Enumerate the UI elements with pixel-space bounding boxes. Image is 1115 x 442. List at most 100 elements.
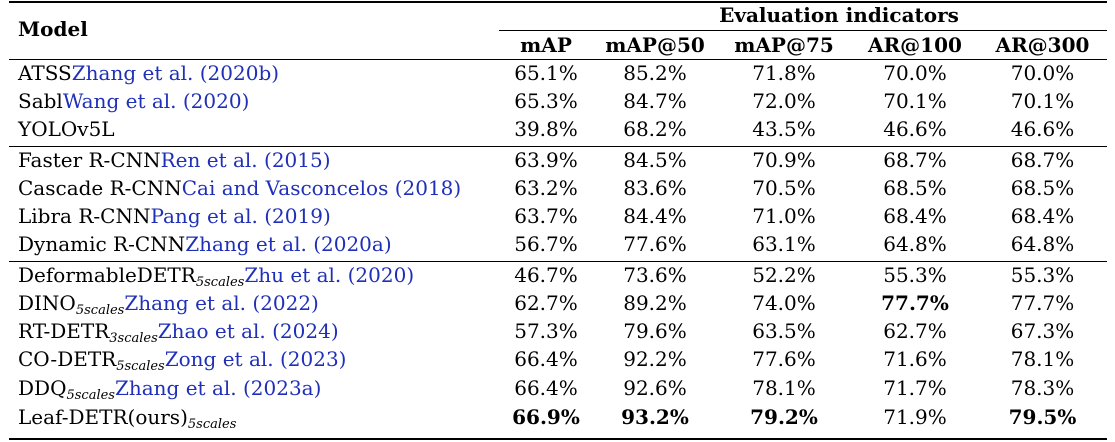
metric-value: 68.5% [883, 176, 947, 200]
metric-value: 52.2% [752, 263, 816, 287]
metric-value: 68.4% [883, 204, 947, 228]
citation-link[interactable]: Zong et al. (2023) [164, 347, 347, 371]
metric-value: 70.5% [752, 176, 816, 200]
metric-value: 68.7% [883, 148, 947, 172]
citation-link[interactable]: Zhao et al. (2024) [157, 319, 339, 343]
model-column-header: Model [18, 17, 88, 41]
model-label: RT-DETR [18, 319, 110, 343]
metric-value: 46.7% [514, 263, 578, 287]
metric-value: 78.1% [752, 376, 816, 400]
scales-subscript: 5scales [75, 303, 125, 318]
metric-value: 63.2% [514, 176, 578, 200]
citation-link[interactable]: Cai and Vasconcelos (2018) [181, 176, 462, 200]
citation-link[interactable]: Ren et al. (2015) [160, 148, 331, 172]
citation-link[interactable]: Zhang et al. (2023a) [114, 376, 322, 400]
model-label: DINO [18, 291, 76, 315]
metric-value: 66.9% [512, 405, 580, 429]
evaluation-indicators-header: Evaluation indicators [719, 3, 959, 27]
metric-value: 77.7% [881, 291, 949, 315]
metric-value: 93.2% [621, 405, 689, 429]
metric-value: 57.3% [514, 319, 578, 343]
metric-value: 56.7% [514, 232, 578, 256]
model-name: ATSSZhang et al. (2020b) [18, 60, 279, 86]
metric-value: 63.1% [752, 232, 816, 256]
metric-value: 70.0% [1010, 61, 1075, 85]
metric-value: 39.8% [514, 117, 578, 141]
citation-link[interactable]: Zhang et al. (2022) [124, 291, 319, 315]
metric-value: 71.8% [752, 61, 816, 85]
metric-value: 74.0% [752, 291, 816, 315]
model-name: Cascade R-CNNCai and Vasconcelos (2018) [18, 175, 461, 201]
model-label: CO-DETR [18, 347, 117, 371]
metric-value: 70.9% [752, 148, 816, 172]
metric-value: 66.4% [514, 376, 578, 400]
metric-value: 77.7% [1010, 291, 1075, 315]
metric-value: 72.0% [752, 89, 816, 113]
metric-value: 63.7% [514, 204, 578, 228]
metric-value: 62.7% [883, 319, 947, 343]
model-name: RT-DETR3scalesZhao et al. (2024) [18, 318, 339, 346]
column-header-map75: mAP@75 [734, 33, 834, 57]
metric-value: 73.6% [623, 263, 687, 287]
scales-subscript: 5scales [195, 275, 245, 290]
bottom-rule [9, 438, 1107, 440]
metric-value: 92.6% [623, 376, 687, 400]
metric-value: 67.3% [1010, 319, 1075, 343]
metric-value: 71.0% [752, 204, 816, 228]
metric-value: 70.1% [1010, 89, 1075, 113]
citation-link[interactable]: Zhu et al. (2020) [244, 263, 415, 287]
metric-value: 79.5% [1008, 405, 1077, 429]
metric-value: 71.7% [883, 376, 947, 400]
metric-value: 43.5% [752, 117, 816, 141]
model-name: CO-DETR5scalesZong et al. (2023) [18, 346, 347, 374]
model-label: Libra R-CNN [18, 204, 151, 228]
model-name: Libra R-CNNPang et al. (2019) [18, 203, 331, 229]
metric-value: 78.1% [1010, 347, 1075, 371]
metric-value: 77.6% [752, 347, 816, 371]
metric-value: 71.6% [883, 347, 947, 371]
model-label: ATSS [18, 61, 72, 85]
metric-value: 79.6% [623, 319, 687, 343]
metric-value: 68.4% [1010, 204, 1075, 228]
metric-value: 77.6% [623, 232, 687, 256]
metric-value: 64.8% [883, 232, 947, 256]
citation-link[interactable]: Pang et al. (2019) [150, 204, 331, 228]
scales-subscript: 5scales [187, 417, 237, 432]
metric-value: 65.1% [514, 61, 578, 85]
model-label: Leaf-DETR(ours) [18, 405, 188, 429]
citation-link[interactable]: Zhang et al. (2020a) [185, 232, 392, 256]
model-name: YOLOv5L [18, 116, 115, 142]
group-separator-2 [9, 261, 1107, 262]
model-label: Dynamic R-CNN [18, 232, 186, 256]
metric-value: 71.9% [883, 405, 947, 429]
model-name: SablWang et al. (2020) [18, 88, 249, 114]
top-rule [9, 1, 1107, 3]
scales-subscript: 5scales [66, 388, 115, 403]
column-header-map: mAP [520, 33, 572, 57]
metric-value: 78.3% [1010, 376, 1075, 400]
model-label: DDQ [18, 376, 67, 400]
column-header-map50: mAP@50 [605, 33, 705, 57]
column-header-ar100: AR@100 [868, 33, 962, 57]
metric-value: 84.4% [623, 204, 687, 228]
metric-value: 63.5% [752, 319, 816, 343]
model-label: DeformableDETR [18, 263, 196, 287]
metric-value: 79.2% [750, 405, 818, 429]
metric-value: 89.2% [623, 291, 687, 315]
group-separator-1 [9, 146, 1107, 147]
metric-value: 65.3% [514, 89, 578, 113]
metric-value: 63.9% [514, 148, 578, 172]
metric-value: 92.2% [623, 347, 687, 371]
metric-value: 64.8% [1010, 232, 1075, 256]
metric-value: 55.3% [1010, 263, 1075, 287]
metric-value: 68.5% [1010, 176, 1075, 200]
metric-value: 84.7% [623, 89, 687, 113]
scales-subscript: 5scales [116, 359, 165, 374]
model-name: DINO5scalesZhang et al. (2022) [18, 290, 319, 318]
scales-subscript: 3scales [109, 331, 158, 346]
metric-value: 68.7% [1010, 148, 1075, 172]
model-name: Leaf-DETR(ours)5scales [18, 404, 237, 432]
citation-link[interactable]: Wang et al. (2020) [62, 89, 250, 113]
citation-link[interactable]: Zhang et al. (2020b) [71, 61, 280, 85]
metric-value: 62.7% [514, 291, 578, 315]
